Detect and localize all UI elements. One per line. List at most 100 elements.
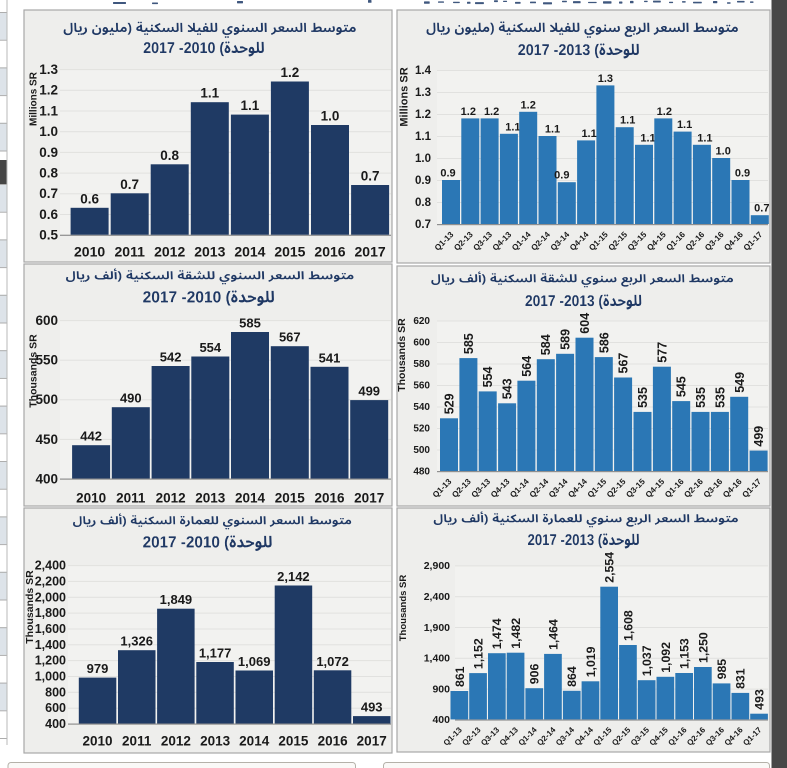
svg-text:580: 580 — [413, 359, 430, 370]
svg-text:1.1: 1.1 — [640, 132, 655, 144]
svg-text:2011: 2011 — [115, 244, 146, 260]
svg-text:0.8: 0.8 — [160, 148, 179, 163]
svg-text:1.3: 1.3 — [415, 87, 431, 99]
svg-text:906: 906 — [528, 664, 542, 685]
svg-text:0.7: 0.7 — [415, 219, 431, 231]
svg-text:520: 520 — [413, 424, 430, 435]
svg-text:1.1: 1.1 — [697, 132, 712, 144]
svg-text:1,482: 1,482 — [509, 618, 523, 649]
svg-text:Millions SR: Millions SR — [29, 71, 40, 126]
svg-text:1,474: 1,474 — [490, 618, 504, 649]
svg-text:0.8: 0.8 — [39, 166, 58, 181]
svg-text:554: 554 — [481, 366, 495, 387]
svg-text:985: 985 — [715, 659, 729, 680]
svg-text:540: 540 — [413, 402, 430, 413]
svg-text:600: 600 — [413, 338, 430, 349]
svg-text:2014: 2014 — [239, 734, 270, 749]
svg-text:400: 400 — [35, 471, 58, 486]
svg-text:0.7: 0.7 — [39, 186, 58, 201]
svg-text:535: 535 — [636, 387, 650, 408]
svg-text:861: 861 — [453, 666, 467, 687]
svg-text:1,600: 1,600 — [35, 622, 66, 636]
svg-text:0.9: 0.9 — [735, 168, 750, 180]
svg-text:1.1: 1.1 — [545, 124, 560, 136]
svg-text:2,200: 2,200 — [35, 574, 66, 588]
svg-text:2014: 2014 — [234, 244, 265, 260]
svg-text:0.8: 0.8 — [415, 197, 432, 209]
svg-text:1,400: 1,400 — [424, 653, 450, 665]
svg-text:2015: 2015 — [274, 244, 305, 260]
svg-text:Thousands SR: Thousands SR — [396, 318, 408, 392]
svg-text:500: 500 — [35, 392, 58, 407]
svg-text:0.9: 0.9 — [39, 145, 58, 160]
svg-text:1.1: 1.1 — [677, 119, 692, 131]
svg-text:1,069: 1,069 — [238, 654, 271, 669]
svg-text:Thousands SR: Thousands SR — [28, 334, 40, 408]
svg-text:1,608: 1,608 — [621, 610, 635, 641]
svg-text:2017: 2017 — [357, 734, 387, 749]
svg-text:0.9: 0.9 — [554, 170, 569, 182]
svg-text:493: 493 — [753, 689, 767, 710]
svg-text:1,400: 1,400 — [35, 638, 66, 652]
svg-text:567: 567 — [617, 353, 631, 374]
svg-text:2015: 2015 — [275, 491, 306, 506]
svg-text:0.7: 0.7 — [754, 203, 769, 215]
svg-text:900: 900 — [432, 683, 450, 695]
svg-text:600: 600 — [45, 701, 66, 715]
svg-text:2016: 2016 — [318, 734, 349, 749]
svg-text:2013: 2013 — [195, 491, 226, 506]
svg-text:541: 541 — [319, 350, 341, 365]
svg-text:2,400: 2,400 — [35, 559, 66, 573]
svg-text:2,900: 2,900 — [424, 560, 450, 572]
svg-text:490: 490 — [120, 391, 142, 406]
svg-text:542: 542 — [160, 350, 182, 365]
svg-text:1.3: 1.3 — [598, 73, 613, 85]
svg-text:1,072: 1,072 — [316, 654, 349, 669]
svg-text:1.1: 1.1 — [200, 86, 219, 101]
svg-text:2,400: 2,400 — [424, 591, 450, 603]
svg-text:1,037: 1,037 — [640, 645, 654, 676]
svg-text:1.1: 1.1 — [581, 128, 596, 140]
svg-text:800: 800 — [45, 685, 66, 699]
svg-text:535: 535 — [694, 387, 708, 408]
svg-text:2012: 2012 — [161, 734, 191, 749]
svg-text:1.2: 1.2 — [521, 99, 536, 111]
svg-text:2017: 2017 — [355, 244, 386, 260]
svg-text:564: 564 — [520, 356, 534, 377]
svg-text:584: 584 — [539, 334, 553, 355]
svg-text:589: 589 — [559, 329, 573, 350]
svg-text:549: 549 — [733, 372, 747, 393]
svg-text:2014: 2014 — [235, 491, 266, 506]
svg-text:585: 585 — [239, 316, 261, 331]
svg-text:400: 400 — [432, 714, 450, 726]
svg-text:604: 604 — [578, 313, 592, 334]
svg-text:1.0: 1.0 — [321, 109, 340, 124]
svg-text:2010: 2010 — [76, 491, 106, 506]
svg-text:1.2: 1.2 — [657, 106, 672, 118]
svg-text:2016: 2016 — [314, 244, 345, 260]
svg-text:1,092: 1,092 — [659, 642, 673, 673]
svg-text:0.6: 0.6 — [80, 191, 99, 206]
svg-text:554: 554 — [199, 340, 221, 355]
svg-text:1.0: 1.0 — [39, 124, 58, 139]
svg-text:529: 529 — [443, 393, 457, 414]
svg-text:1.0: 1.0 — [415, 153, 431, 165]
svg-text:577: 577 — [655, 342, 669, 363]
svg-text:1.2: 1.2 — [281, 65, 300, 80]
svg-text:550: 550 — [35, 353, 58, 368]
svg-text:1,152: 1,152 — [472, 638, 486, 669]
svg-text:979: 979 — [87, 661, 109, 676]
svg-text:0.9: 0.9 — [440, 168, 455, 180]
svg-text:2012: 2012 — [154, 244, 185, 260]
svg-text:1.2: 1.2 — [461, 106, 476, 118]
svg-text:2012: 2012 — [156, 491, 186, 506]
svg-text:620: 620 — [413, 316, 430, 327]
svg-text:586: 586 — [597, 332, 611, 353]
svg-text:1,177: 1,177 — [199, 646, 232, 661]
svg-text:2016: 2016 — [314, 491, 345, 506]
svg-text:Thousands SR: Thousands SR — [24, 570, 36, 644]
svg-text:1.1: 1.1 — [505, 121, 520, 133]
svg-text:1.2: 1.2 — [484, 106, 499, 118]
svg-text:2013: 2013 — [194, 244, 225, 260]
svg-text:1.3: 1.3 — [39, 62, 58, 77]
